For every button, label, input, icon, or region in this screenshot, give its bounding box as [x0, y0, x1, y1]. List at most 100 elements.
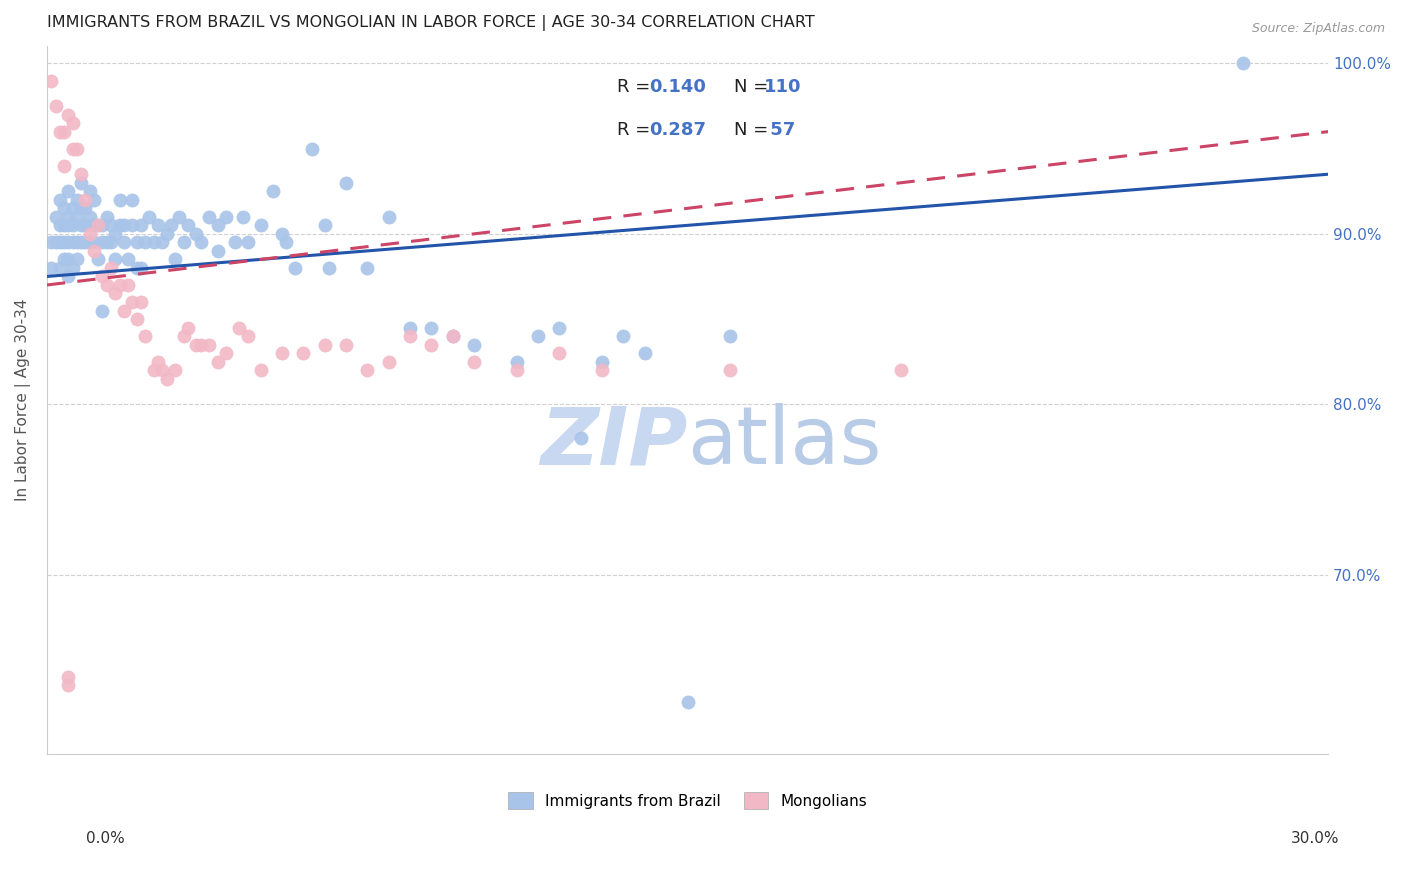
Point	[129, 260, 152, 275]
Point	[104, 227, 127, 241]
Point	[314, 219, 336, 233]
Point	[270, 346, 292, 360]
Point	[58, 670, 80, 684]
Point	[198, 337, 221, 351]
Point	[142, 235, 165, 250]
Point	[420, 337, 443, 351]
Point	[207, 219, 229, 233]
Point	[58, 219, 80, 233]
Point	[53, 159, 76, 173]
Point	[612, 329, 634, 343]
Point	[134, 235, 156, 250]
Point	[190, 235, 212, 250]
Point	[186, 337, 208, 351]
Point	[249, 219, 271, 233]
Point	[70, 235, 93, 250]
Point	[70, 167, 93, 181]
Text: R =: R =	[617, 78, 657, 96]
Point	[83, 235, 105, 250]
Point	[91, 303, 114, 318]
Point	[356, 363, 378, 377]
Point	[318, 260, 340, 275]
Text: atlas: atlas	[688, 403, 882, 482]
Point	[314, 337, 336, 351]
Point	[66, 252, 89, 267]
Point	[284, 260, 307, 275]
Point	[58, 235, 80, 250]
Point	[100, 235, 122, 250]
Text: Source: ZipAtlas.com: Source: ZipAtlas.com	[1251, 22, 1385, 36]
Point	[108, 277, 131, 292]
Point	[70, 176, 93, 190]
Point	[270, 227, 292, 241]
Point	[53, 125, 76, 139]
Point	[58, 107, 80, 121]
Point	[506, 354, 529, 368]
Point	[79, 235, 101, 250]
Point	[399, 329, 422, 343]
Point	[39, 235, 62, 250]
Point	[335, 337, 357, 351]
Point	[356, 260, 378, 275]
Point	[104, 252, 127, 267]
Point	[146, 354, 169, 368]
Point	[53, 252, 76, 267]
Point	[215, 210, 238, 224]
Point	[44, 210, 66, 224]
Point	[91, 269, 114, 284]
Point	[58, 184, 80, 198]
Point	[236, 235, 259, 250]
Point	[49, 235, 72, 250]
Point	[70, 202, 93, 216]
Point	[198, 210, 221, 224]
Legend: Immigrants from Brazil, Mongolians: Immigrants from Brazil, Mongolians	[501, 785, 875, 816]
Point	[112, 303, 135, 318]
Point	[75, 235, 97, 250]
Point	[121, 219, 143, 233]
Point	[79, 184, 101, 198]
Point	[121, 193, 143, 207]
Text: 57: 57	[765, 120, 796, 138]
Point	[125, 235, 148, 250]
Point	[62, 202, 84, 216]
Point	[169, 210, 191, 224]
Point	[236, 329, 259, 343]
Point	[87, 252, 110, 267]
Point	[591, 354, 613, 368]
Point	[62, 260, 84, 275]
Point	[463, 337, 485, 351]
Point	[49, 219, 72, 233]
Point	[96, 210, 118, 224]
Point	[676, 695, 699, 709]
Point	[125, 312, 148, 326]
Point	[186, 227, 208, 241]
Point	[232, 210, 254, 224]
Text: 0.140: 0.140	[650, 78, 706, 96]
Point	[44, 235, 66, 250]
Point	[79, 227, 101, 241]
Text: ZIP: ZIP	[540, 403, 688, 482]
Point	[108, 193, 131, 207]
Text: IMMIGRANTS FROM BRAZIL VS MONGOLIAN IN LABOR FORCE | AGE 30-34 CORRELATION CHART: IMMIGRANTS FROM BRAZIL VS MONGOLIAN IN L…	[46, 15, 814, 31]
Point	[87, 219, 110, 233]
Point	[173, 235, 195, 250]
Point	[91, 219, 114, 233]
Text: N =: N =	[734, 120, 773, 138]
Point	[100, 260, 122, 275]
Point	[718, 329, 741, 343]
Point	[377, 354, 399, 368]
Point	[177, 219, 200, 233]
Point	[506, 363, 529, 377]
Text: 0.0%: 0.0%	[86, 831, 125, 846]
Point	[62, 235, 84, 250]
Point	[591, 363, 613, 377]
Point	[62, 142, 84, 156]
Y-axis label: In Labor Force | Age 30-34: In Labor Force | Age 30-34	[15, 299, 31, 501]
Point	[75, 193, 97, 207]
Point	[569, 431, 592, 445]
Point	[228, 320, 250, 334]
Point	[292, 346, 315, 360]
Point	[83, 244, 105, 258]
Point	[96, 235, 118, 250]
Point	[441, 329, 464, 343]
